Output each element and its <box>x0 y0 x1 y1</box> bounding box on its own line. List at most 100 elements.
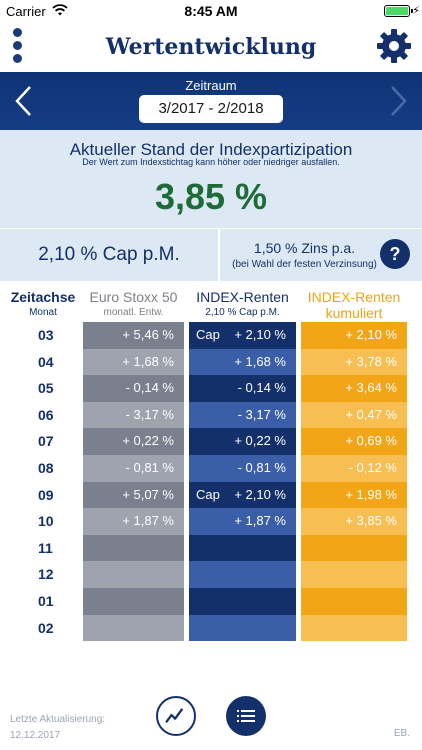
month-cell: 04 <box>38 353 54 370</box>
table-row: 03 + 5,46 % + 2,10 % Cap + 2,10 % <box>0 322 422 349</box>
charging-icon: ⚡ <box>412 5 420 17</box>
month-cell: 10 <box>38 513 54 530</box>
chevron-left-icon[interactable] <box>12 84 36 118</box>
table-row: 01 <box>0 588 422 615</box>
column-title: Zeitachse <box>10 289 76 305</box>
zins-note: (bei Wahl der festen Verzinsung) <box>232 259 377 270</box>
euro-stoxx-cell: - 3,17 % <box>83 401 184 429</box>
column-header-index-renten: INDEX-Renten 2,10 % Cap p.M. <box>189 289 296 318</box>
index-renten-cell: - 0,81 % <box>189 455 296 482</box>
chevron-right-icon[interactable] <box>386 84 410 118</box>
table-row: 09 + 5,07 % + 2,10 % Cap + 1,98 % <box>0 481 422 509</box>
kumuliert-cell: - 0,12 % <box>301 455 407 482</box>
wifi-icon <box>52 4 68 16</box>
month-cell: 07 <box>38 433 54 450</box>
euro-stoxx-cell: - 0,81 % <box>83 455 184 482</box>
table-row: 08- 0,81 % - 0,81 % - 0,12 % <box>0 455 422 482</box>
index-renten-cell <box>189 614 296 642</box>
table-row: 02 <box>0 614 422 642</box>
app-header: Wertentwicklung <box>0 22 422 72</box>
table-row: 12 <box>0 561 422 588</box>
euro-stoxx-cell: + 5,07 % <box>83 481 184 509</box>
kumuliert-cell <box>301 561 407 588</box>
period-bar: Zeitraum 3/2017 - 2/2018 <box>0 72 422 130</box>
month-cell: 06 <box>38 406 54 423</box>
column-subtitle: 2,10 % Cap p.M. <box>205 307 280 318</box>
kumuliert-cell: + 3,64 % <box>301 375 407 402</box>
column-header-kumuliert: INDEX-Renten kumuliert <box>301 289 407 321</box>
list-view-button[interactable] <box>226 696 266 736</box>
euro-stoxx-cell <box>83 588 184 615</box>
kumuliert-cell: + 3,85 % <box>301 508 407 535</box>
kumuliert-cell <box>301 534 407 562</box>
month-cell: 03 <box>38 327 54 343</box>
euro-stoxx-cell <box>83 561 184 588</box>
page-title: Wertentwicklung <box>105 34 317 60</box>
cap-tag: Cap <box>196 327 220 342</box>
table-row: 10 + 1,87 % + 1,87 % + 3,85 % <box>0 508 422 535</box>
index-renten-cell <box>189 588 296 615</box>
euro-stoxx-cell: + 0,22 % <box>83 428 184 455</box>
table-row: 11 <box>0 534 422 562</box>
clock: 8:45 AM <box>184 3 238 19</box>
last-update-label: Letzte Aktualisierung: <box>10 714 106 725</box>
list-icon <box>237 710 255 722</box>
status-title: Aktueller Stand der Indexpartizipation <box>69 140 353 159</box>
euro-stoxx-cell: + 1,68 % <box>83 348 184 376</box>
table-row: 05- 0,14 % - 0,14 % + 3,64 % <box>0 375 422 402</box>
euro-stoxx-cell: - 0,14 % <box>83 375 184 402</box>
index-renten-cell: + 1,87 % <box>189 508 296 535</box>
column-title: INDEX-Renten <box>307 289 401 305</box>
table-row: 06- 3,17 % - 3,17 % + 0,47 % <box>0 401 422 429</box>
column-header-zeitachse: Zeitachse Monat <box>8 289 78 318</box>
index-renten-cell: + 2,10 % <box>189 322 296 349</box>
month-cell: 02 <box>38 619 54 636</box>
month-cell: 05 <box>38 380 54 397</box>
kumuliert-cell: + 0,47 % <box>301 401 407 429</box>
help-button[interactable]: ? <box>380 239 410 269</box>
line-chart-icon <box>165 708 184 723</box>
kumuliert-cell: + 1,98 % <box>301 481 407 509</box>
cap-label: 2,10 % Cap p.M. <box>0 229 220 281</box>
cap-tag: Cap <box>196 486 220 502</box>
kumuliert-cell: + 0,69 % <box>301 428 407 455</box>
kumuliert-cell <box>301 614 407 642</box>
index-renten-cell: + 1,68 % <box>189 348 296 376</box>
month-cell: 08 <box>38 460 54 476</box>
month-cell: 09 <box>38 486 54 503</box>
euro-stoxx-cell <box>83 534 184 562</box>
euro-stoxx-cell: + 5,46 % <box>83 322 184 349</box>
index-renten-cell <box>189 534 296 562</box>
last-update: Letzte Aktualisierung: 12.12.2017 <box>10 712 105 744</box>
table-row: 07 + 0,22 % + 0,22 % + 0,69 % <box>0 428 422 455</box>
cap-panel: 2,10 % Cap p.M. 1,50 % Zins p.a. (bei Wa… <box>0 229 422 281</box>
column-subtitle: monatl. Entw. <box>103 307 164 318</box>
zins-label: 1,50 % Zins p.a. <box>253 240 356 256</box>
table-row: 04 + 1,68 % + 1,68 % + 3,78 % <box>0 348 422 376</box>
more-vertical-icon[interactable] <box>10 26 28 66</box>
column-subtitle: kumuliert <box>325 305 383 321</box>
battery-icon <box>384 5 413 17</box>
kumuliert-cell: + 3,78 % <box>301 348 407 376</box>
month-cell: 12 <box>38 566 54 583</box>
column-title: INDEX-Renten <box>196 289 289 305</box>
column-title: Euro Stoxx 50 <box>89 289 178 305</box>
last-update-date: 12.12.2017 <box>10 730 61 741</box>
current-status-panel: Aktueller Stand der Indexpartizipation D… <box>0 130 422 228</box>
footer-code: EB. <box>393 728 410 739</box>
index-renten-cell <box>189 561 296 588</box>
month-cell: 01 <box>38 593 54 609</box>
euro-stoxx-cell: + 1,87 % <box>83 508 184 535</box>
index-renten-cell: - 0,14 % <box>189 375 296 402</box>
period-selector[interactable]: 3/2017 - 2/2018 <box>139 95 283 123</box>
index-renten-cell: - 3,17 % <box>189 401 296 429</box>
zins-panel: 1,50 % Zins p.a. (bei Wahl der festen Ve… <box>222 229 422 281</box>
index-renten-cell: + 2,10 % <box>189 481 296 509</box>
column-header-euro-stoxx: Euro Stoxx 50 monatl. Entw. <box>83 289 184 318</box>
status-subtitle: Der Wert zum Indexstichtag kann höher od… <box>82 157 340 167</box>
chart-view-button[interactable] <box>156 696 196 736</box>
column-subtitle: Monat <box>29 307 57 318</box>
gear-icon[interactable] <box>376 28 412 64</box>
status-value: 3,85 % <box>154 176 268 217</box>
status-bar: Carrier 8:45 AM ⚡ <box>0 0 422 22</box>
